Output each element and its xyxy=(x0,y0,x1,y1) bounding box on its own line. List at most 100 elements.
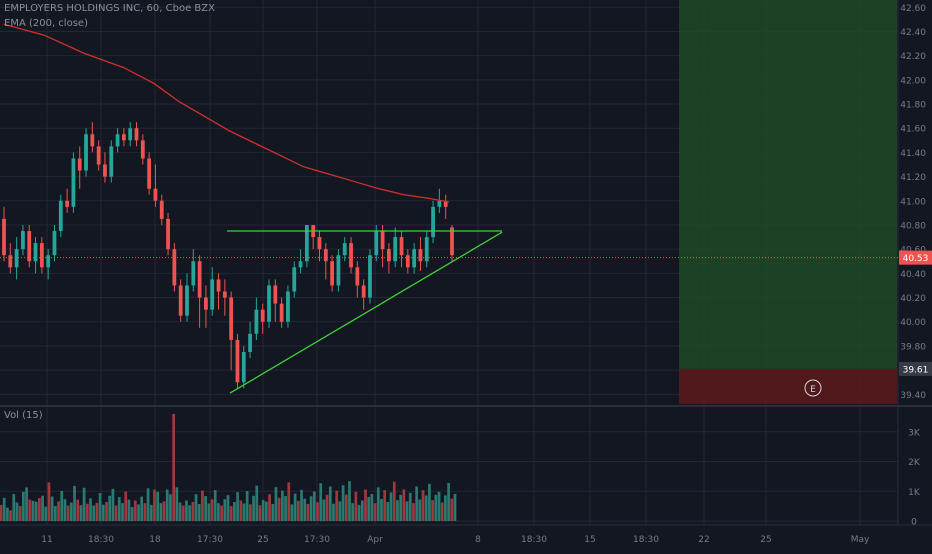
volume-bar[interactable] xyxy=(274,487,278,521)
volume-bar[interactable] xyxy=(210,499,214,521)
candle[interactable] xyxy=(77,146,82,189)
volume-bar[interactable] xyxy=(15,502,19,521)
candle[interactable] xyxy=(128,122,133,147)
candle[interactable] xyxy=(405,249,410,274)
volume-bar[interactable] xyxy=(268,494,271,521)
candle[interactable] xyxy=(166,212,170,256)
candle[interactable] xyxy=(14,237,19,280)
candle[interactable] xyxy=(140,134,145,165)
candle[interactable] xyxy=(431,200,435,244)
volume-bar[interactable] xyxy=(146,488,150,521)
volume-bar[interactable] xyxy=(137,504,140,521)
candle[interactable] xyxy=(336,249,341,292)
candle[interactable] xyxy=(8,243,13,274)
candle[interactable] xyxy=(65,188,69,213)
volume-bar[interactable] xyxy=(447,482,450,521)
candle[interactable] xyxy=(121,128,126,147)
candle[interactable] xyxy=(298,249,303,274)
volume-bar[interactable] xyxy=(153,489,156,521)
volume-bar[interactable] xyxy=(258,505,262,521)
candle[interactable] xyxy=(46,249,51,280)
volume-bar[interactable] xyxy=(41,495,44,521)
volume-bar[interactable] xyxy=(249,504,252,521)
candle[interactable] xyxy=(191,249,196,292)
volume-bar[interactable] xyxy=(31,500,35,521)
volume-bar[interactable] xyxy=(143,503,147,521)
candle[interactable] xyxy=(443,194,448,219)
volume-bar[interactable] xyxy=(284,496,287,521)
candle[interactable] xyxy=(52,224,57,262)
volume-bar[interactable] xyxy=(293,493,297,521)
volume-bar[interactable] xyxy=(319,483,323,521)
candle[interactable] xyxy=(267,279,271,328)
volume-bar[interactable] xyxy=(421,490,425,521)
volume-bar[interactable] xyxy=(159,503,163,521)
volume-bar[interactable] xyxy=(194,494,198,521)
candle[interactable] xyxy=(33,237,38,274)
volume-bar[interactable] xyxy=(130,507,134,521)
volume-bar[interactable] xyxy=(325,494,329,521)
volume-bar[interactable] xyxy=(101,504,105,521)
volume-bar[interactable] xyxy=(133,500,137,521)
candle[interactable] xyxy=(2,206,6,262)
volume-bar[interactable] xyxy=(57,501,60,521)
volume-bar[interactable] xyxy=(60,490,64,521)
candle[interactable] xyxy=(210,267,215,316)
volume-bar[interactable] xyxy=(53,506,57,521)
volume-bar[interactable] xyxy=(290,504,294,521)
candle[interactable] xyxy=(286,285,290,328)
volume-bar[interactable] xyxy=(207,503,211,521)
volume-bar[interactable] xyxy=(149,504,153,521)
volume-bar[interactable] xyxy=(124,491,128,521)
volume-bar[interactable] xyxy=(322,499,326,521)
candle[interactable] xyxy=(90,122,95,153)
volume-bar[interactable] xyxy=(364,489,367,521)
candle[interactable] xyxy=(58,194,63,238)
volume-bar[interactable] xyxy=(376,487,380,521)
volume-bar[interactable] xyxy=(12,493,16,521)
volume-bar[interactable] xyxy=(181,505,185,521)
volume-bar[interactable] xyxy=(79,505,83,521)
volume-bar[interactable] xyxy=(335,490,339,521)
candle[interactable] xyxy=(355,261,360,298)
volume-bar[interactable] xyxy=(265,501,268,521)
candle[interactable] xyxy=(254,297,259,340)
volume-bar[interactable] xyxy=(114,505,118,521)
candle[interactable] xyxy=(197,255,202,328)
volume-bar[interactable] xyxy=(175,487,179,521)
last-price-badge[interactable]: 40.53 xyxy=(899,250,932,265)
volume-bar[interactable] xyxy=(252,495,255,521)
volume-bar[interactable] xyxy=(424,495,428,521)
volume-bar[interactable] xyxy=(328,486,332,521)
candle[interactable] xyxy=(342,237,347,262)
volume-bar[interactable] xyxy=(303,498,307,521)
ema-200-line[interactable] xyxy=(3,23,450,203)
volume-bar[interactable] xyxy=(204,496,207,521)
volume-bar[interactable] xyxy=(453,493,457,521)
volume-bar[interactable] xyxy=(428,483,431,521)
volume-bar[interactable] xyxy=(95,502,99,521)
volume-bar[interactable] xyxy=(261,499,265,521)
stop-price-badge[interactable]: 39.61 xyxy=(899,361,932,376)
volume-bar[interactable] xyxy=(338,501,342,521)
volume-bar[interactable] xyxy=(440,502,444,521)
candle[interactable] xyxy=(39,237,44,274)
candle[interactable] xyxy=(115,128,120,153)
volume-bar[interactable] xyxy=(18,506,22,521)
candle[interactable] xyxy=(204,285,208,328)
volume-bar[interactable] xyxy=(66,505,70,521)
volume-bar[interactable] xyxy=(172,413,176,521)
volume-bar[interactable] xyxy=(191,501,195,521)
volume-bar[interactable] xyxy=(351,503,355,521)
candle[interactable] xyxy=(229,291,234,371)
candle[interactable] xyxy=(361,279,366,310)
candle[interactable] xyxy=(273,279,278,322)
target-zone[interactable] xyxy=(679,0,897,369)
volume-bar[interactable] xyxy=(418,499,422,521)
volume-bar[interactable] xyxy=(271,504,275,521)
volume-bar[interactable] xyxy=(408,492,412,521)
volume-bar[interactable] xyxy=(450,498,454,521)
volume-bar[interactable] xyxy=(341,485,345,521)
volume-bar[interactable] xyxy=(63,499,67,521)
